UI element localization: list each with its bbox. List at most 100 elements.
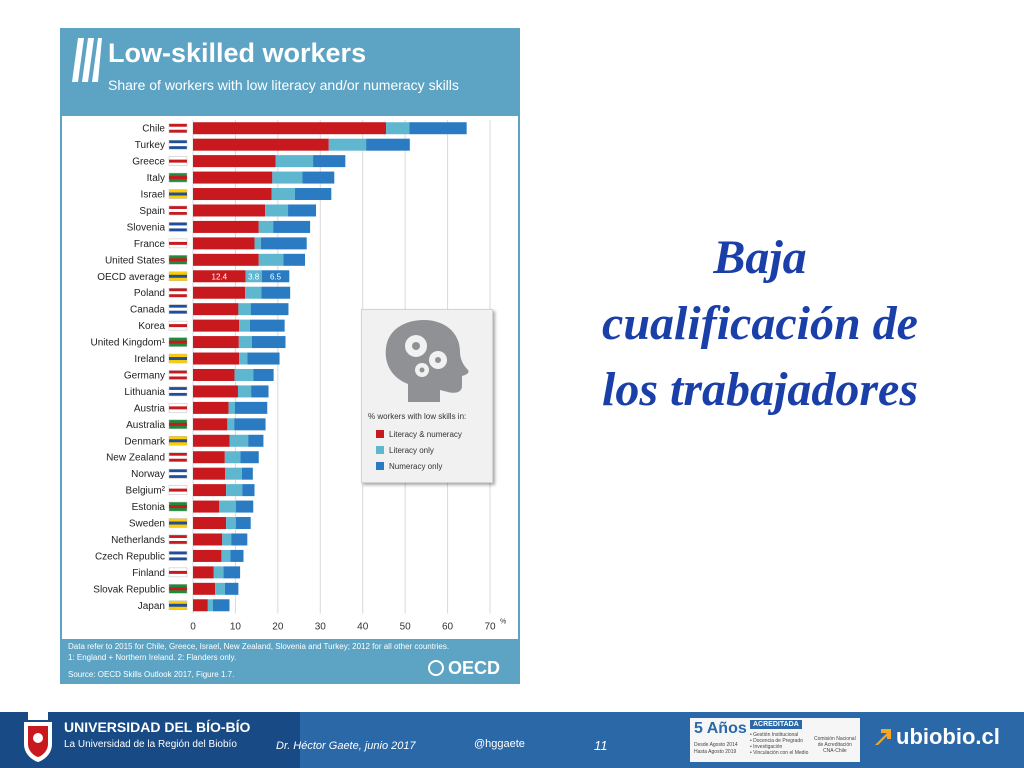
bar-segment	[193, 582, 216, 595]
category-label: Japan	[138, 601, 165, 612]
category-label: OECD average	[97, 272, 165, 283]
bar-segment	[215, 582, 225, 595]
accreditation-area: • Investigación	[750, 744, 783, 750]
bar-segment	[219, 500, 236, 513]
bar-segment	[242, 484, 255, 497]
category-label: Spain	[139, 206, 165, 217]
category-label: Greece	[132, 157, 165, 168]
x-tick-label: 30	[315, 622, 327, 633]
bar-segment	[238, 303, 251, 316]
x-tick-label: 70	[484, 622, 496, 633]
flag-icon-stripe	[169, 521, 187, 525]
bar-segment	[302, 171, 335, 184]
bar-segment	[235, 500, 254, 513]
chart-subtitle: Share of workers with low literacy and/o…	[108, 77, 459, 93]
bar-segment	[193, 155, 276, 168]
bar-segment	[224, 451, 241, 464]
category-label: Canada	[130, 305, 165, 316]
data-label: 12.4	[212, 272, 228, 281]
slide-title-line-3: los trabajadores	[601, 363, 919, 416]
bar-segment	[245, 270, 262, 283]
bar-segment	[313, 155, 346, 168]
accreditation-range-line: Desde Agosto 2014	[694, 742, 738, 748]
bar-segment	[239, 319, 250, 332]
slide-title-line-1: Baja	[713, 231, 807, 284]
bar-segment	[223, 566, 241, 579]
accreditation-range-line: Hasta Agosto 2019	[694, 749, 737, 755]
category-label: Ireland	[134, 354, 165, 365]
footer-bar: UNIVERSIDAD DEL BÍO-BÍO La Universidad d…	[0, 706, 1024, 768]
flag-icon-stripe	[169, 126, 187, 130]
category-label: Turkey	[135, 140, 165, 151]
category-label: Slovenia	[127, 222, 166, 233]
flag-icon-stripe	[169, 340, 187, 344]
category-label: Austria	[134, 403, 166, 414]
category-label: New Zealand	[106, 453, 165, 464]
flag-icon-stripe	[169, 406, 187, 410]
page-number: 11	[594, 738, 608, 753]
legend-item-literacy-numeracy: Literacy & numeracy	[376, 430, 462, 439]
legend-item-numeracy-only: Numeracy only	[376, 462, 442, 471]
bar-segment	[226, 484, 243, 497]
bar-segment	[193, 336, 239, 349]
bar-segment	[328, 138, 367, 151]
bar-segment	[193, 319, 240, 332]
flag-icon-stripe	[169, 324, 187, 328]
bar-segment	[247, 352, 280, 365]
category-label: Chile	[142, 124, 165, 135]
bar-segment	[234, 418, 266, 431]
legend-label: Literacy only	[389, 446, 434, 455]
accreditation-agency-line: CNA-Chile	[823, 748, 847, 754]
website-link[interactable]: ubiobio.cl	[896, 724, 1000, 749]
arrow-up-right-icon	[875, 729, 891, 745]
chart-source: Source: OECD Skills Outlook 2017, Figure…	[68, 670, 235, 679]
bar-segment	[213, 566, 224, 579]
bar-segment	[272, 171, 303, 184]
bar-segment	[235, 401, 268, 414]
bar-segment	[193, 368, 235, 381]
x-tick-label: 20	[272, 622, 284, 633]
bar-segment	[193, 286, 246, 299]
bar-segment	[193, 566, 214, 579]
flag-icon-stripe	[169, 554, 187, 558]
legend-title: % workers with low skills in:	[368, 412, 467, 421]
bar-segment	[193, 451, 225, 464]
category-label: Lithuania	[124, 387, 165, 398]
flag-icon-stripe	[169, 208, 187, 212]
flag-icon-stripe	[169, 143, 187, 147]
bar-segment	[193, 484, 227, 497]
flag-icon-stripe	[169, 537, 187, 541]
flag-icon-stripe	[169, 587, 187, 591]
x-tick-label: 0	[190, 622, 196, 633]
university-crest-icon	[24, 706, 52, 762]
category-label: Belgium²	[126, 486, 166, 497]
slide-title-line-2: cualificación de	[602, 297, 918, 350]
bar-segment	[193, 599, 208, 612]
accreditation-agency: Comisión Nacional de Acreditación CNA-Ch…	[814, 736, 856, 754]
chart-legend: % workers with low skills in: Literacy &…	[361, 309, 493, 483]
accreditation-label: ACREDITADA	[750, 720, 802, 729]
category-label: Estonia	[132, 502, 166, 513]
bar-segment	[193, 352, 240, 365]
bar-segment	[193, 138, 329, 151]
category-label: Australia	[126, 420, 165, 431]
accreditation-years: 5 Años	[694, 720, 747, 737]
flag-icon-stripe	[169, 439, 187, 443]
accreditation-badge: 5 Años ACREDITADA Desde Agosto 2014 Hast…	[690, 718, 860, 762]
legend-label: Literacy & numeracy	[389, 430, 462, 439]
bar-segment	[261, 286, 291, 299]
bar-segment	[245, 286, 262, 299]
bar-segment	[193, 467, 226, 480]
bar-segment	[193, 220, 259, 233]
category-label: Italy	[147, 173, 165, 184]
x-unit-label: %	[500, 619, 506, 626]
bar-segment	[222, 533, 232, 546]
bar-segment	[265, 204, 289, 217]
bar-segment	[226, 517, 236, 530]
category-label: Denmark	[124, 436, 166, 447]
twitter-handle[interactable]: @hggaete	[474, 738, 525, 750]
bar-segment	[224, 582, 239, 595]
data-label: 3.8	[248, 272, 260, 281]
oecd-logo: OECD	[428, 658, 500, 679]
author-date: Dr. Héctor Gaete, junio 2017	[276, 740, 416, 752]
